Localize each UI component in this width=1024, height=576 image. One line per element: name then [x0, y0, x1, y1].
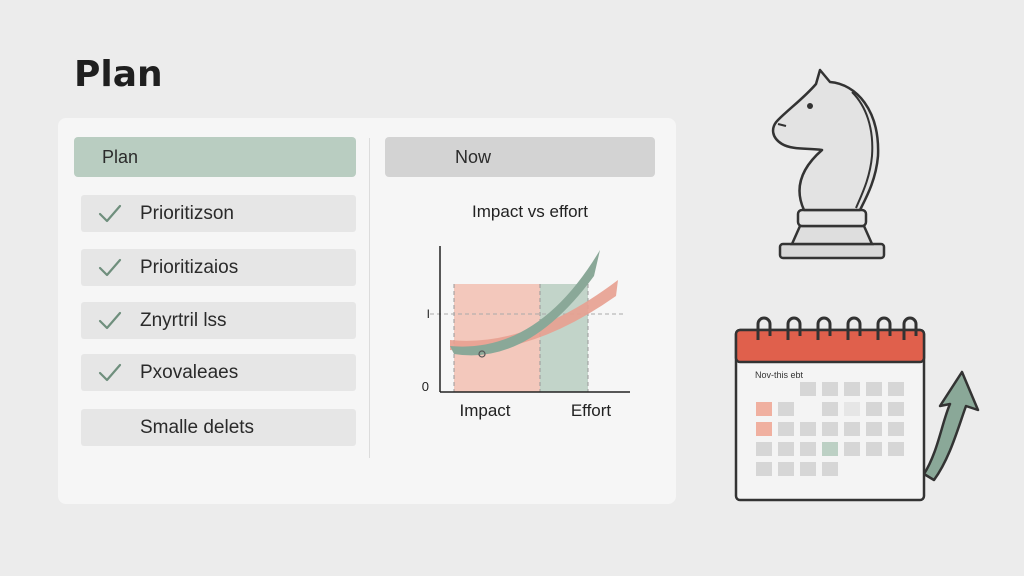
list-item[interactable]: Prioritizaios [81, 249, 356, 286]
y-tick-label: 0 [422, 379, 429, 394]
list-item-label: Prioritizaios [140, 257, 239, 278]
check-icon [97, 249, 123, 286]
x-tick-label: Impact [459, 401, 510, 420]
effort-curve [450, 280, 618, 351]
list-item[interactable]: Znyrtril lss [81, 302, 356, 339]
page-title: Plan [74, 54, 163, 95]
column-divider [369, 138, 370, 458]
check-icon [97, 354, 123, 391]
list-item-label: Pxovaleaes [140, 362, 239, 383]
trend-up-arrow-icon [922, 370, 980, 482]
x-tick-label: Effort [571, 401, 612, 420]
now-column-header[interactable]: Now [385, 137, 655, 177]
chess-knight-icon [771, 68, 886, 260]
list-item[interactable]: Smalle delets [81, 409, 356, 446]
list-item-label: Znyrtril lss [140, 310, 227, 331]
check-icon [97, 195, 123, 232]
plan-card: Plan Now Prioritizson Prioritizaios Znyr… [58, 118, 676, 504]
calendar-heading: Nov-this ebt [755, 370, 804, 380]
list-item[interactable]: Prioritizson [81, 195, 356, 232]
calendar-icon: Nov-this ebt [734, 316, 980, 502]
check-icon [97, 302, 123, 339]
impact-effort-chart: Impact vs effort 0 I Impact Effort [422, 202, 630, 420]
calendar-grid [756, 382, 904, 476]
intersection-marker [478, 350, 486, 358]
chart-title: Impact vs effort [472, 202, 588, 221]
list-item[interactable]: Pxovaleaes [81, 354, 356, 391]
list-item-label: Prioritizson [140, 203, 234, 224]
plan-column-header[interactable]: Plan [74, 137, 356, 177]
impact-curve [450, 250, 600, 356]
list-item-label: Smalle delets [140, 417, 255, 438]
y-tick-label: I [427, 307, 430, 321]
